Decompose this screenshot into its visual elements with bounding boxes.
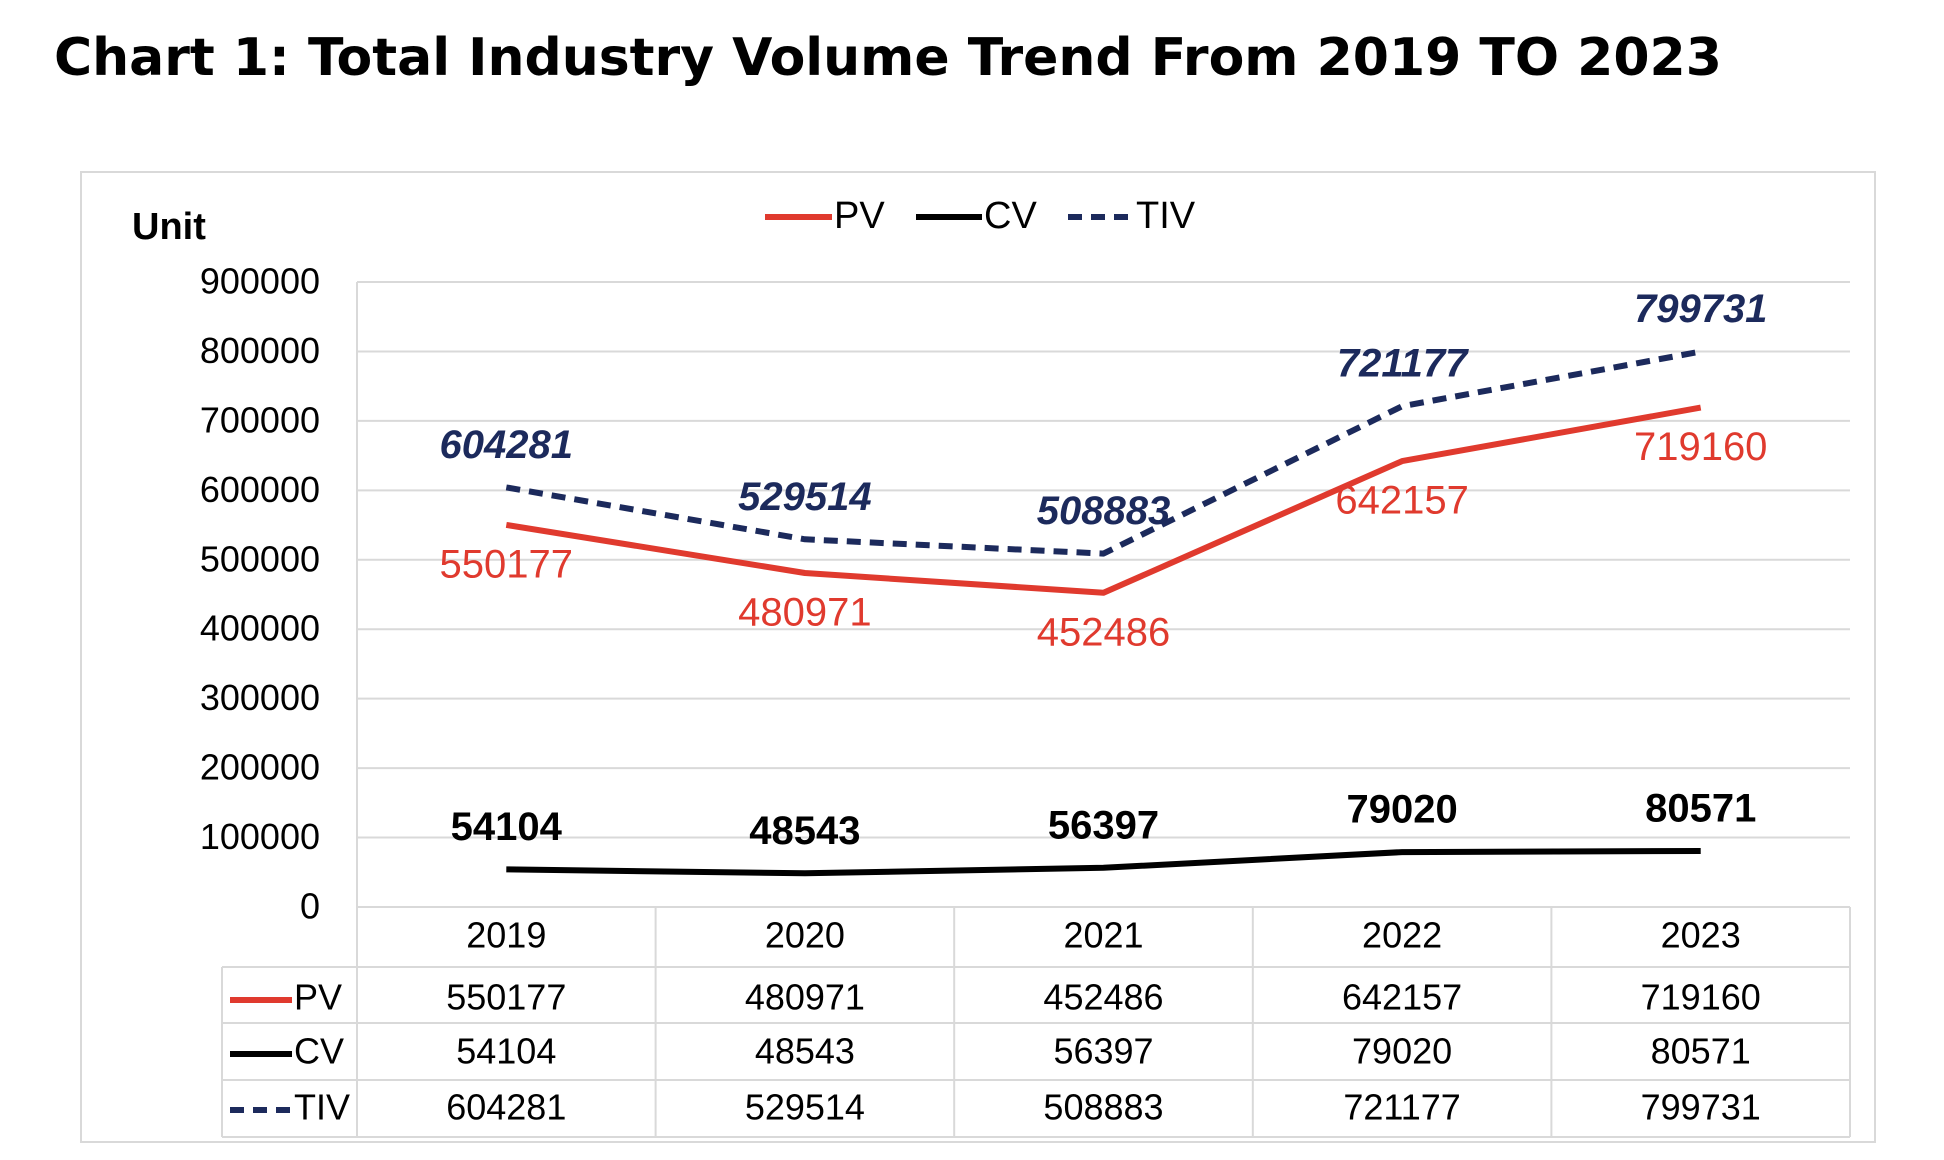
data-label-cv: 54104 — [451, 805, 563, 849]
table-cell: 508883 — [1043, 1087, 1163, 1128]
y-tick-label: 400000 — [200, 608, 320, 649]
table-cell: 799731 — [1641, 1087, 1761, 1128]
table-row-label-pv: PV — [294, 977, 342, 1018]
data-label-pv: 480971 — [738, 591, 871, 635]
data-label-tiv: 508883 — [1037, 489, 1170, 533]
data-label-pv: 452486 — [1037, 610, 1170, 654]
table-cell: 48543 — [755, 1031, 855, 1072]
series-line-tiv — [505, 348, 1702, 557]
y-axis-label: Unit — [132, 206, 206, 248]
y-tick-label: 500000 — [200, 538, 320, 579]
table-cell: 452486 — [1043, 977, 1163, 1018]
y-tick-label: 100000 — [200, 816, 320, 857]
table-cell: 56397 — [1053, 1031, 1153, 1072]
table-row-label-cv: CV — [294, 1031, 344, 1072]
y-tick-label: 300000 — [200, 677, 320, 718]
table-cell: 604281 — [446, 1087, 566, 1128]
data-label-pv: 642157 — [1335, 479, 1468, 523]
data-label-cv: 56397 — [1048, 803, 1159, 847]
y-tick-label: 800000 — [200, 330, 320, 371]
table-cell: 550177 — [446, 977, 566, 1018]
table-cell: 54104 — [456, 1031, 556, 1072]
data-label-tiv: 721177 — [1337, 342, 1469, 386]
table-cell: 529514 — [745, 1087, 865, 1128]
data-label-tiv: 529514 — [738, 475, 871, 519]
data-label-cv: 79020 — [1346, 788, 1457, 832]
data-label-tiv: 799731 — [1634, 287, 1767, 331]
page-title: Chart 1: Total Industry Volume Trend Fro… — [54, 28, 1722, 88]
legend-label-pv: PV — [834, 195, 885, 237]
x-tick-label: 2019 — [466, 915, 546, 956]
data-label-pv: 550177 — [440, 542, 573, 586]
table-cell: 80571 — [1651, 1031, 1751, 1072]
y-tick-label: 900000 — [200, 261, 320, 302]
table-cell: 642157 — [1342, 977, 1462, 1018]
chart-frame — [80, 171, 1876, 1143]
table-cell: 721177 — [1343, 1087, 1460, 1128]
series-line-cv — [506, 848, 1701, 877]
y-tick-label: 200000 — [200, 747, 320, 788]
table-row-label-tiv: TIV — [294, 1087, 350, 1128]
y-tick-label: 700000 — [200, 399, 320, 440]
data-label-pv: 719160 — [1634, 425, 1767, 469]
table-cell: 719160 — [1641, 977, 1761, 1018]
y-tick-label: 600000 — [200, 469, 320, 510]
table-cell: 79020 — [1352, 1031, 1452, 1072]
data-label-cv: 48543 — [749, 809, 860, 853]
data-label-tiv: 604281 — [440, 423, 573, 467]
x-tick-label: 2020 — [765, 915, 845, 956]
table-cell: 480971 — [745, 977, 865, 1018]
x-tick-label: 2021 — [1063, 915, 1143, 956]
data-label-cv: 80571 — [1645, 787, 1756, 831]
x-tick-label: 2022 — [1362, 915, 1442, 956]
legend-label-cv: CV — [984, 195, 1037, 237]
y-tick-label: 0 — [300, 886, 320, 927]
legend-label-tiv: TIV — [1136, 195, 1196, 237]
series-line-pv — [505, 404, 1702, 596]
x-tick-label: 2023 — [1661, 915, 1741, 956]
